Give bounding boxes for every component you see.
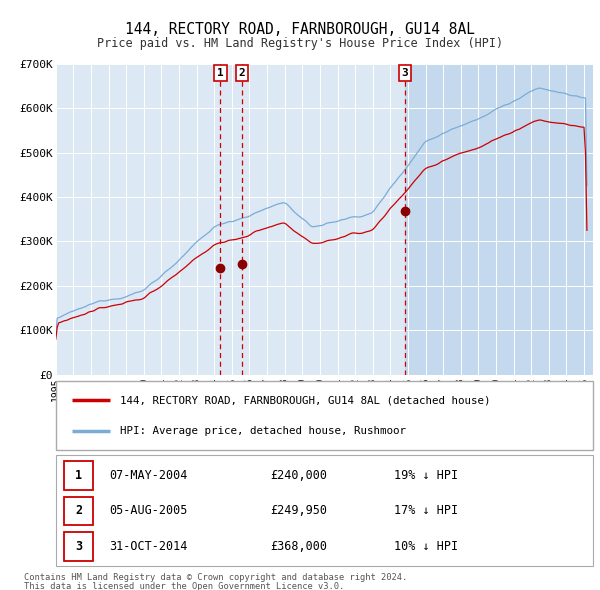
Text: 1: 1 <box>217 68 224 78</box>
Text: 31-OCT-2014: 31-OCT-2014 <box>110 540 188 553</box>
Text: £249,950: £249,950 <box>271 504 328 517</box>
Text: £368,000: £368,000 <box>271 540 328 553</box>
Text: Price paid vs. HM Land Registry's House Price Index (HPI): Price paid vs. HM Land Registry's House … <box>97 37 503 50</box>
Text: 19% ↓ HPI: 19% ↓ HPI <box>394 469 458 482</box>
Text: This data is licensed under the Open Government Licence v3.0.: This data is licensed under the Open Gov… <box>24 582 344 590</box>
FancyBboxPatch shape <box>56 381 593 450</box>
Text: 05-AUG-2005: 05-AUG-2005 <box>110 504 188 517</box>
Text: Contains HM Land Registry data © Crown copyright and database right 2024.: Contains HM Land Registry data © Crown c… <box>24 573 407 582</box>
Text: £240,000: £240,000 <box>271 469 328 482</box>
Text: 2: 2 <box>239 68 245 78</box>
Text: 07-MAY-2004: 07-MAY-2004 <box>110 469 188 482</box>
FancyBboxPatch shape <box>64 532 94 561</box>
Text: 17% ↓ HPI: 17% ↓ HPI <box>394 504 458 517</box>
Text: 144, RECTORY ROAD, FARNBOROUGH, GU14 8AL: 144, RECTORY ROAD, FARNBOROUGH, GU14 8AL <box>125 22 475 37</box>
Text: 3: 3 <box>401 68 409 78</box>
Text: HPI: Average price, detached house, Rushmoor: HPI: Average price, detached house, Rush… <box>120 425 406 435</box>
FancyBboxPatch shape <box>64 461 94 490</box>
Text: 10% ↓ HPI: 10% ↓ HPI <box>394 540 458 553</box>
Text: 144, RECTORY ROAD, FARNBOROUGH, GU14 8AL (detached house): 144, RECTORY ROAD, FARNBOROUGH, GU14 8AL… <box>120 395 491 405</box>
FancyBboxPatch shape <box>64 497 94 525</box>
Text: 3: 3 <box>75 540 82 553</box>
Text: 1: 1 <box>75 469 82 482</box>
Text: 2: 2 <box>75 504 82 517</box>
Bar <box>405 64 593 375</box>
